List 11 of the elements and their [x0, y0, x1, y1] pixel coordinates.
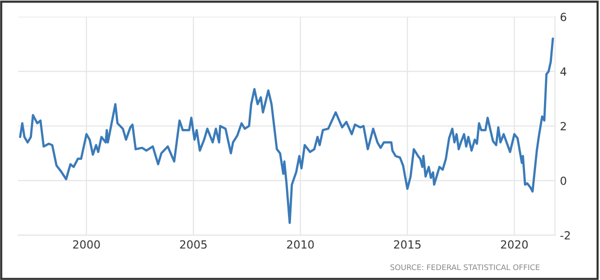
y-tick-label: 6	[560, 12, 566, 22]
line-series	[19, 38, 554, 224]
y-tick-label: 4	[560, 68, 566, 76]
y-tick-label: 0	[560, 176, 566, 185]
x-tick-label: 2005	[180, 240, 207, 249]
y-tick-label: 2	[560, 122, 566, 130]
x-tick-label: 2010	[287, 240, 314, 249]
x-tick-label: 2000	[73, 240, 100, 249]
y-tick-label: -2	[560, 231, 570, 240]
x-tick-label: 2020	[501, 240, 528, 249]
x-tick-label: 2015	[394, 240, 421, 249]
